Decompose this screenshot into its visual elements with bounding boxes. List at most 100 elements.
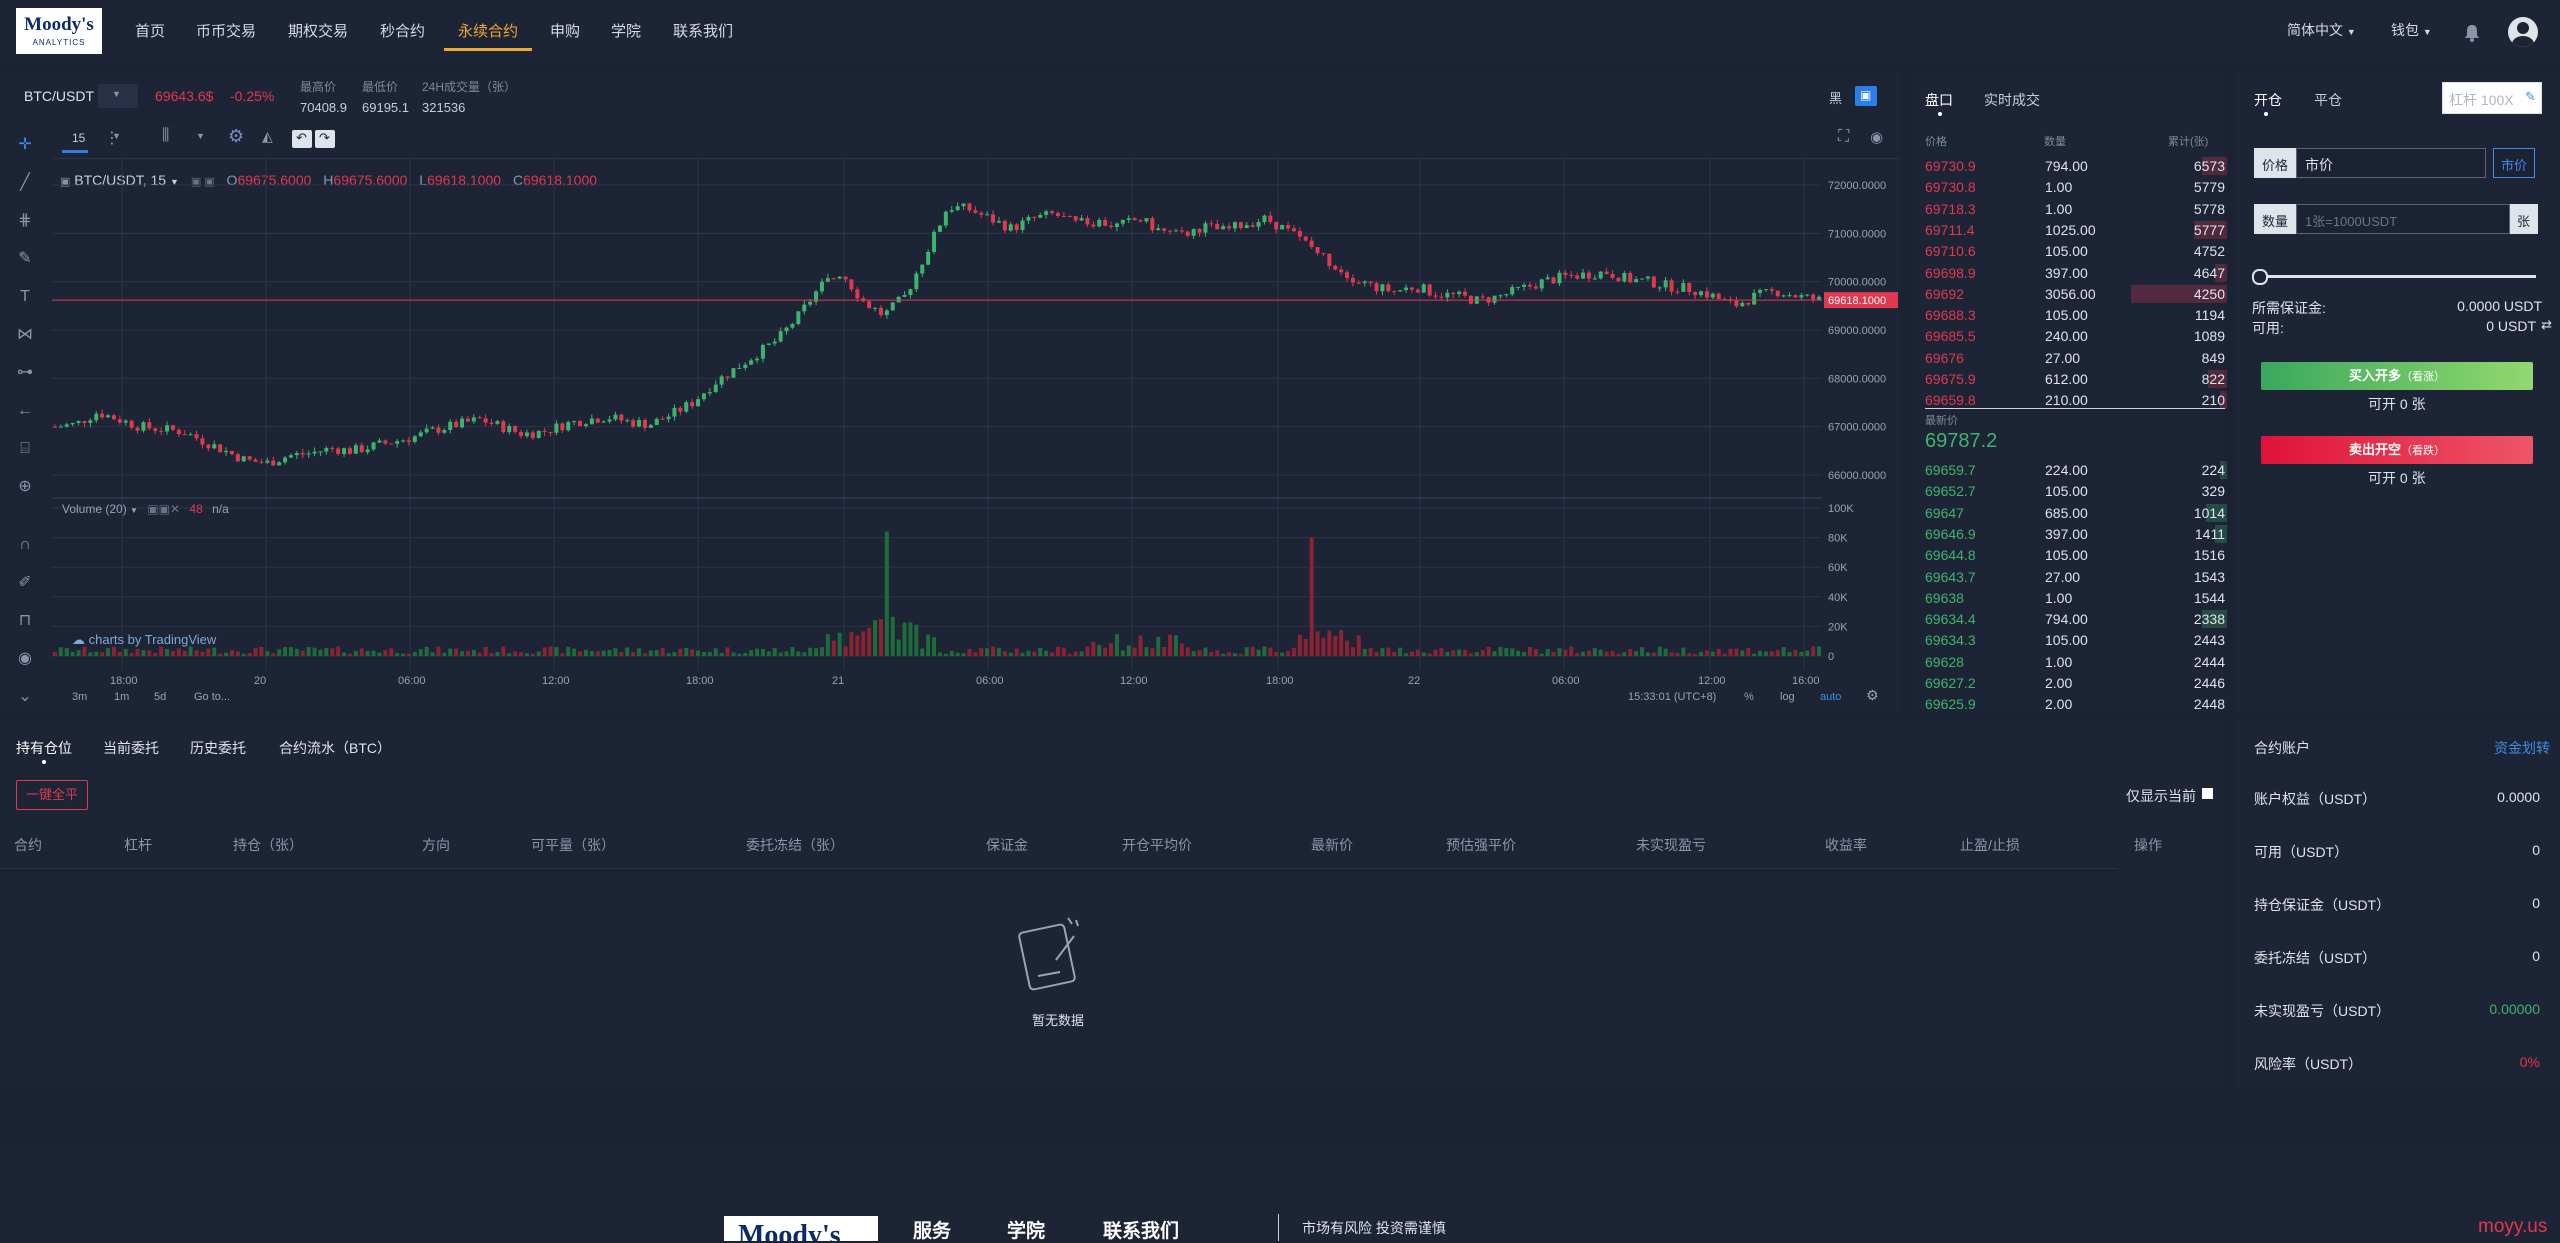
ask-row[interactable]: 69718.3 1.00 5778: [1925, 199, 2227, 220]
candle-type-icon[interactable]: ⫼: [162, 127, 170, 144]
nav-home[interactable]: 首页: [135, 23, 166, 40]
footer-logo[interactable]: Moody's: [724, 1216, 878, 1241]
bid-row[interactable]: 69646.9 397.00 1411: [1925, 524, 2227, 545]
range-5d[interactable]: 5d: [154, 691, 167, 703]
ask-row[interactable]: 69688.3 105.00 1194: [1925, 305, 2227, 326]
footer-services[interactable]: 服务: [913, 1221, 952, 1242]
scale-percent[interactable]: %: [1744, 691, 1754, 703]
scale-log[interactable]: log: [1780, 691, 1795, 703]
legend-pair[interactable]: BTC/USDT, 15: [74, 172, 167, 188]
ask-row[interactable]: 69711.4 1025.00 5777: [1925, 220, 2227, 241]
bid-row[interactable]: 69627.2 2.00 2446: [1925, 673, 2227, 694]
brand-logo[interactable]: Moody's ANALYTICS: [16, 8, 102, 54]
bell-icon[interactable]: [2464, 24, 2480, 42]
leverage-slider-track[interactable]: [2260, 275, 2536, 278]
forecast-icon[interactable]: ⌸: [20, 440, 30, 457]
chevron-down-icon[interactable]: ▼: [170, 177, 179, 187]
bid-row[interactable]: 69652.7 105.00 329: [1925, 481, 2227, 502]
ask-row[interactable]: 69692 3056.00 4250: [1925, 284, 2227, 305]
bid-row[interactable]: 69644.8 105.00 1516: [1925, 545, 2227, 566]
bid-row[interactable]: 69625.9 2.00 2448: [1925, 694, 2227, 715]
eye-icon[interactable]: ◉: [18, 650, 32, 667]
close-all-button[interactable]: 一键全平: [16, 780, 88, 810]
tab-trades[interactable]: 实时成交: [1984, 92, 2040, 108]
nav-options[interactable]: 期权交易: [288, 23, 349, 40]
zoom-in-icon[interactable]: ⊕: [18, 478, 32, 495]
sell-short-button[interactable]: 卖出开空（看跌）: [2261, 436, 2533, 464]
fib-icon[interactable]: ⋕: [18, 212, 32, 229]
pattern-icon[interactable]: ⋈: [17, 326, 33, 343]
indicator-icon[interactable]: ◭: [262, 128, 273, 144]
trendline-icon[interactable]: ╱: [20, 174, 30, 191]
bid-row[interactable]: 69638 1.00 1544: [1925, 588, 2227, 609]
range-3m[interactable]: 3m: [72, 691, 88, 703]
undo-icon[interactable]: ↶: [292, 130, 312, 148]
pair-select[interactable]: ▼: [98, 84, 138, 108]
bid-row[interactable]: 69659.7 224.00 224: [1925, 460, 2227, 481]
nav-contact[interactable]: 联系我们: [673, 23, 734, 40]
tab-close[interactable]: 平仓: [2314, 92, 2342, 108]
chevron-down-icon[interactable]: ▼: [196, 131, 205, 141]
tab-order-history[interactable]: 历史委托: [190, 740, 246, 756]
ask-row[interactable]: 69675.9 612.00 822: [1925, 369, 2227, 390]
redo-icon[interactable]: ↷: [315, 130, 335, 148]
ask-row[interactable]: 69730.8 1.00 5779: [1925, 177, 2227, 198]
goto-date[interactable]: Go to...: [194, 691, 231, 703]
wallet-menu[interactable]: 钱包 ▼: [2391, 20, 2432, 40]
theme-icon[interactable]: ▣: [1855, 86, 1877, 106]
volume-indicator-label[interactable]: Volume (20): [62, 502, 127, 516]
settings-icon[interactable]: ⚙: [228, 126, 245, 146]
more-icon[interactable]: ⋮: [104, 130, 120, 147]
tab-open[interactable]: 开仓: [2254, 92, 2282, 108]
text-icon[interactable]: T: [20, 288, 30, 305]
price-input[interactable]: 市价: [2296, 148, 2486, 178]
ask-row[interactable]: 69698.9 397.00 4647: [1925, 263, 2227, 284]
nav-subscribe[interactable]: 申购: [550, 23, 581, 40]
bid-row[interactable]: 69634.3 105.00 2443: [1925, 630, 2227, 651]
chevron-down-icon[interactable]: ▼: [130, 506, 138, 515]
crosshair-icon[interactable]: ✛: [18, 136, 32, 153]
interval-select[interactable]: 15: [72, 131, 86, 145]
range-1m[interactable]: 1m: [114, 691, 130, 703]
slider-handle[interactable]: [2252, 269, 2268, 285]
ask-row[interactable]: 69710.6 105.00 4752: [1925, 241, 2227, 262]
gear-icon[interactable]: ⚙: [1866, 687, 1879, 703]
nav-academy[interactable]: 学院: [611, 23, 642, 40]
qty-input[interactable]: 1张=1000USDT: [2296, 204, 2510, 234]
tab-contract-flow[interactable]: 合约流水（BTC）: [279, 740, 391, 756]
ask-row[interactable]: 69730.9 794.00 6573: [1925, 156, 2227, 177]
chevron-down-icon[interactable]: ⌄: [18, 688, 32, 705]
market-price-button[interactable]: 市价: [2493, 148, 2535, 178]
measure-icon[interactable]: ⊶: [17, 364, 33, 381]
leverage-input[interactable]: 杠杆 100X ✎: [2442, 82, 2542, 114]
tab-depth[interactable]: 盘口: [1925, 92, 1953, 108]
camera-icon[interactable]: ◉: [1870, 129, 1884, 146]
pencil-lock-icon[interactable]: ✐: [18, 574, 32, 591]
footer-contact[interactable]: 联系我们: [1103, 1221, 1180, 1242]
user-avatar[interactable]: [2508, 17, 2538, 47]
nav-perpetual[interactable]: 永续合约: [458, 23, 519, 40]
buy-long-button[interactable]: 买入开多（看涨）: [2261, 362, 2533, 390]
bid-row[interactable]: 69643.7 27.00 1543: [1925, 567, 2227, 588]
nav-second-contract[interactable]: 秒合约: [380, 23, 426, 40]
bid-row[interactable]: 69647 685.00 1014: [1925, 503, 2227, 524]
tab-positions[interactable]: 持有仓位: [16, 740, 72, 756]
language-select[interactable]: 简体中文 ▼: [2287, 20, 2356, 40]
ask-row[interactable]: 69685.5 240.00 1089: [1925, 326, 2227, 347]
ask-row[interactable]: 69659.8 210.00 210: [1925, 390, 2227, 411]
candlestick-chart[interactable]: 72000.0000 71000.0000 70000.0000 69000.0000…: [52, 158, 1900, 712]
transfer-icon[interactable]: ⇄: [2541, 317, 2552, 332]
theme-toggle-label[interactable]: 黑: [1829, 91, 1843, 106]
brush-icon[interactable]: ✎: [18, 250, 32, 267]
lock-icon[interactable]: ⊓: [18, 612, 32, 629]
chevron-down-icon[interactable]: ▼: [112, 131, 121, 141]
magnet-icon[interactable]: ∩: [19, 536, 31, 553]
volume-settings-icon[interactable]: ▣▣✕: [147, 502, 181, 516]
bid-row[interactable]: 69628 1.00 2444: [1925, 652, 2227, 673]
bid-row[interactable]: 69634.4 794.00 2338: [1925, 609, 2227, 630]
fullscreen-icon[interactable]: ⛶: [1838, 128, 1850, 145]
tradingview-watermark[interactable]: ☁ charts by TradingView: [72, 632, 216, 648]
scale-auto[interactable]: auto: [1820, 691, 1842, 703]
footer-academy[interactable]: 学院: [1007, 1221, 1046, 1242]
ask-row[interactable]: 69676 27.00 849: [1925, 348, 2227, 369]
